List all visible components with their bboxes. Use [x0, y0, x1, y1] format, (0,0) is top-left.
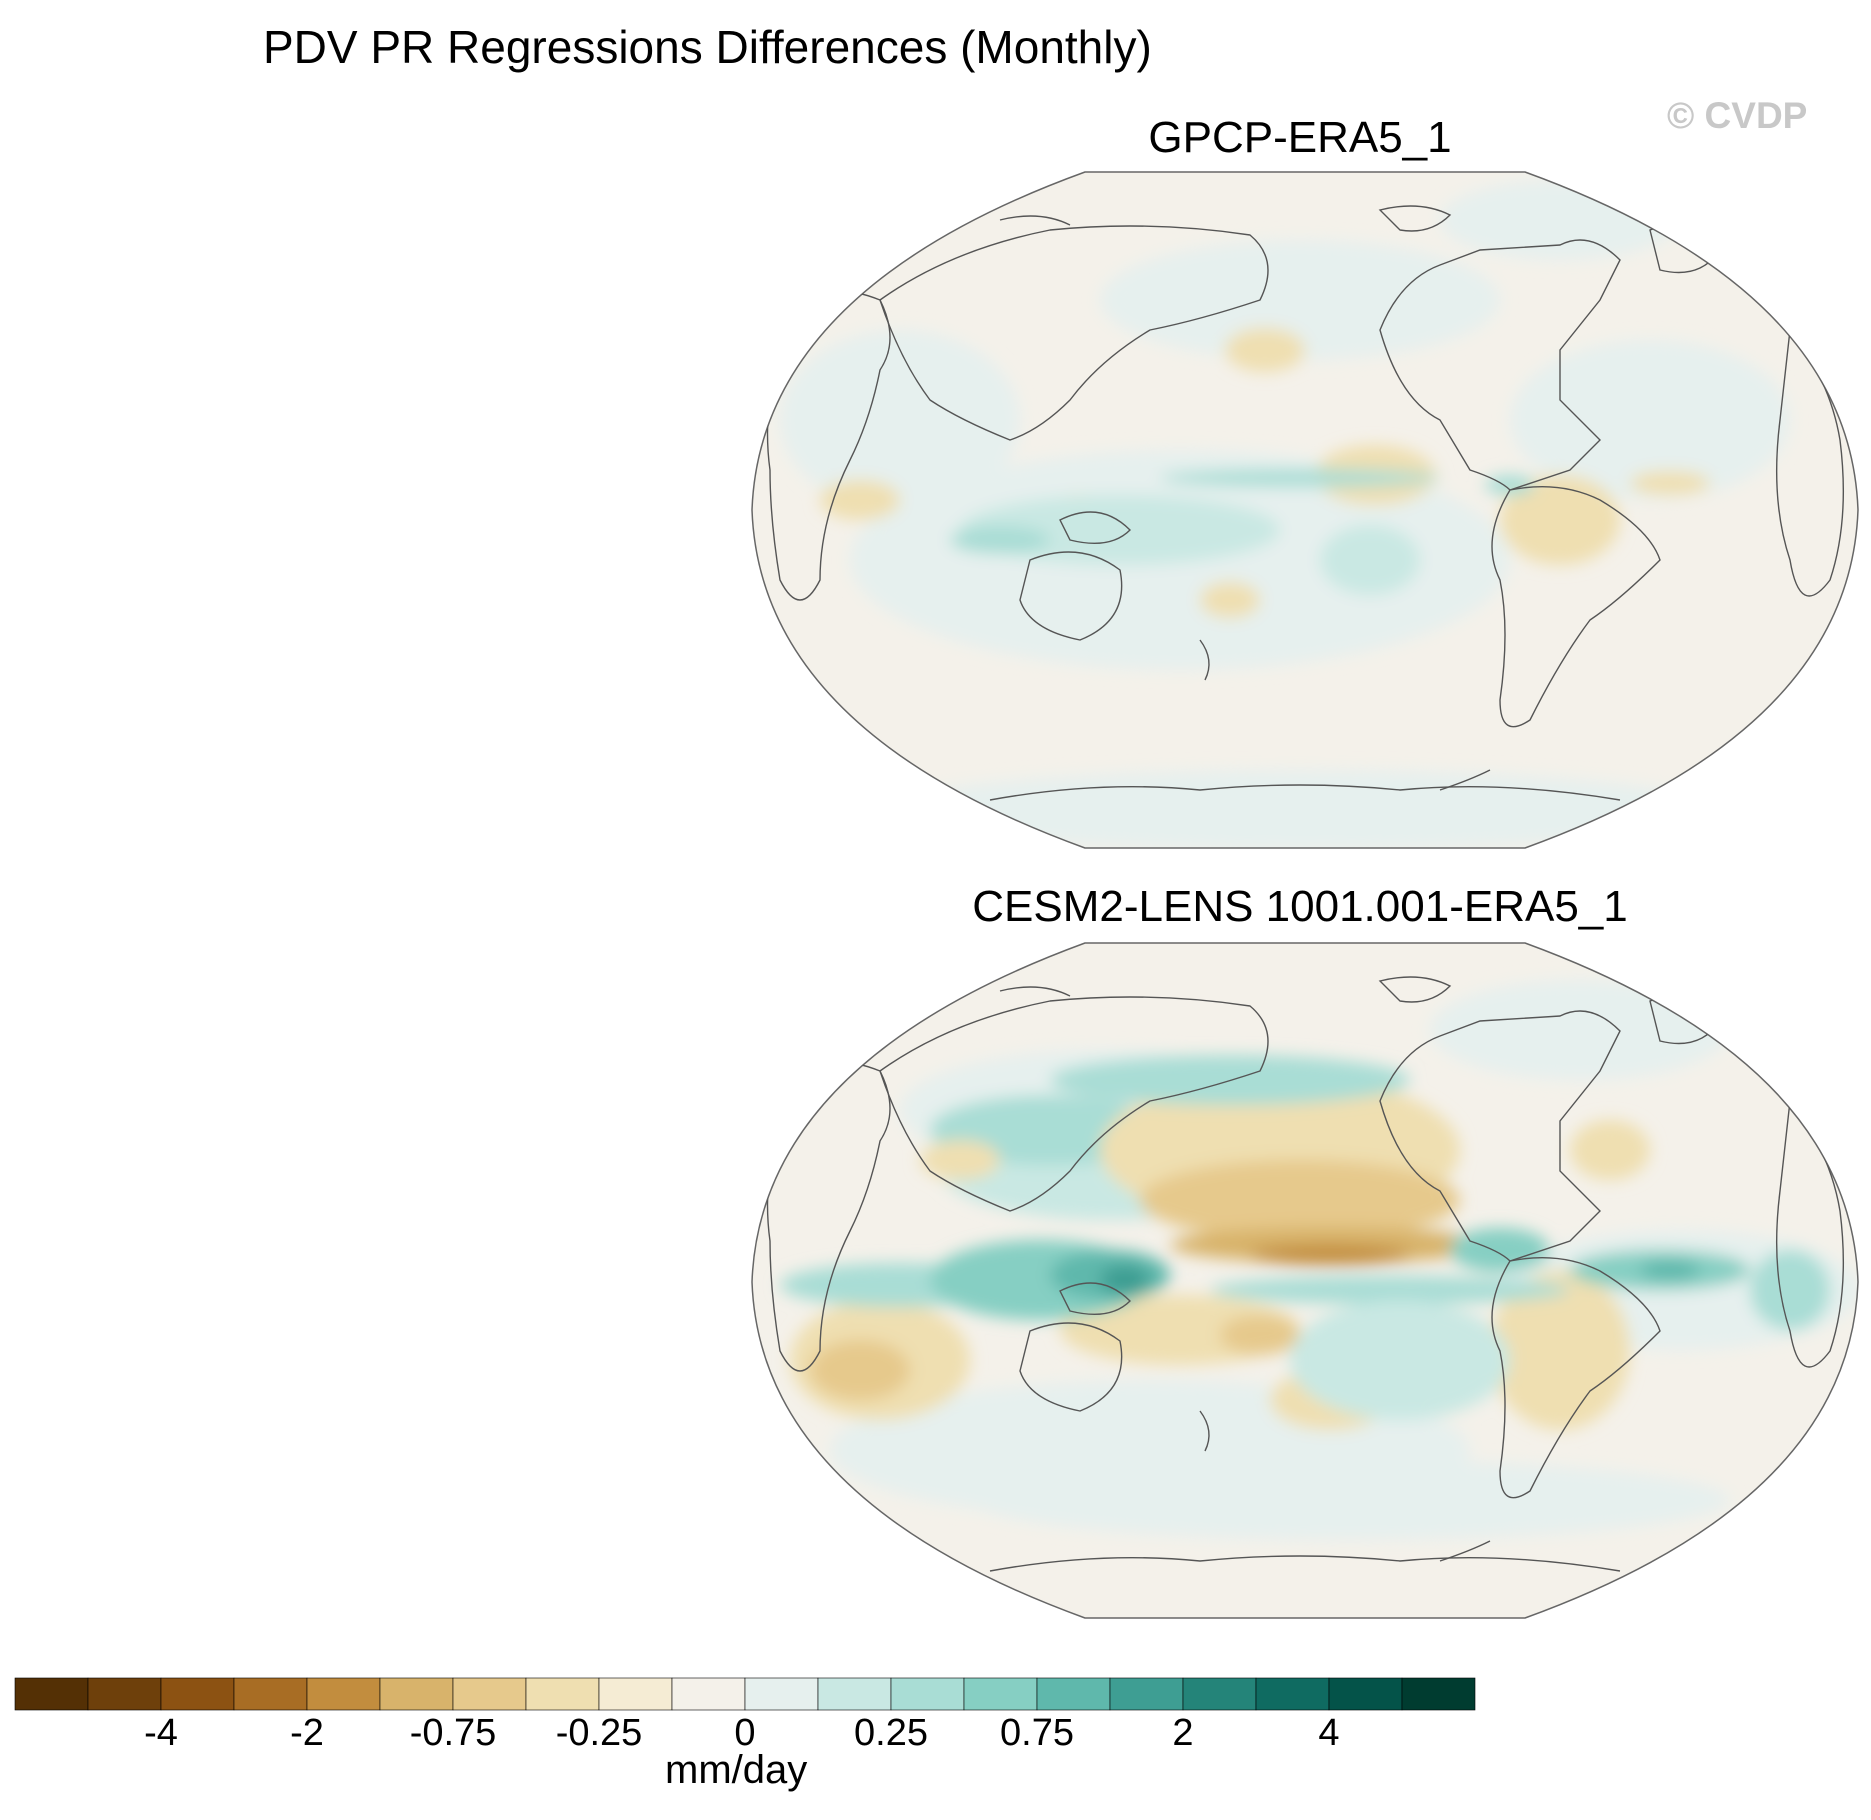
colorbar-tick-label: -4	[144, 1712, 178, 1754]
colorbar-swatch	[14, 1677, 89, 1711]
map2-coastlines	[766, 976, 1845, 1572]
map1-coastlines	[766, 205, 1845, 801]
colorbar-swatch	[817, 1677, 892, 1711]
colorbar-tick-label: 0	[734, 1712, 756, 1754]
panel-title-cesm2: CESM2-LENS 1001.001-ERA5_1	[972, 882, 1628, 931]
colorbar-swatch	[1182, 1677, 1257, 1711]
colorbar-tick-label: -0.25	[555, 1712, 643, 1754]
colorbar-tick-label: -0.75	[409, 1712, 497, 1754]
map2-boundary	[751, 942, 1859, 1619]
colorbar	[14, 1677, 1476, 1711]
colorbar-swatch	[1109, 1677, 1184, 1711]
colorbar-swatch	[744, 1677, 819, 1711]
colorbar-tick-label: 2	[1172, 1712, 1194, 1754]
colorbar-swatch	[890, 1677, 965, 1711]
colorbar-swatch	[160, 1677, 235, 1711]
panel-title-gpcp: GPCP-ERA5_1	[1148, 113, 1452, 162]
colorbar-swatch	[233, 1677, 308, 1711]
colorbar-swatch	[1328, 1677, 1403, 1711]
colorbar-swatch	[1255, 1677, 1330, 1711]
colorbar-tick-label: -2	[290, 1712, 324, 1754]
colorbar-swatch	[379, 1677, 454, 1711]
colorbar-unit-label: mm/day	[665, 1748, 808, 1792]
map-panel-gpcp	[752, 172, 1858, 848]
map1-field	[780, 180, 1790, 848]
colorbar-tick-label: 0.25	[854, 1712, 928, 1754]
colorbar-tick-label: 0.75	[1000, 1712, 1074, 1754]
colorbar-swatch	[1036, 1677, 1111, 1711]
main-title: PDV PR Regressions Differences (Monthly)	[263, 21, 1152, 73]
colorbar-swatch	[452, 1677, 527, 1711]
colorbar-swatch	[671, 1677, 746, 1711]
colorbar-swatch	[306, 1677, 381, 1711]
colorbar-swatch	[525, 1677, 600, 1711]
colorbar-swatch	[963, 1677, 1038, 1711]
map-panel-cesm2	[752, 943, 1858, 1618]
colorbar-swatch	[1401, 1677, 1476, 1711]
map1-boundary	[751, 171, 1859, 849]
colorbar-swatch	[598, 1677, 673, 1711]
colorbar-swatch	[87, 1677, 162, 1711]
cvdp-watermark: © CVDP	[1667, 95, 1808, 136]
colorbar-tick-label: 4	[1318, 1712, 1340, 1754]
